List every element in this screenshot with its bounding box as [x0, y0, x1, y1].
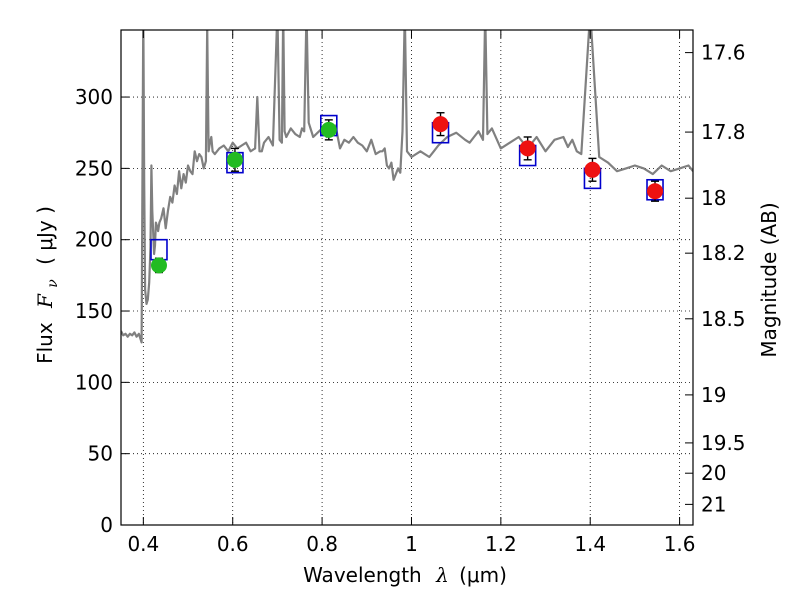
- y-axis-label-prefix: Flux: [33, 322, 57, 364]
- y-tick-label: 250: [75, 156, 113, 180]
- data-point: [226, 151, 243, 168]
- ticks-layer: 0.4 0.6 0.8 1 1.2 1.4 1.6 0 50 100 150 200 250 300 17.…: [75, 30, 746, 556]
- points-layer: [150, 112, 664, 274]
- y-tick-label: 200: [75, 228, 113, 252]
- y2-tick-label: 21: [701, 492, 726, 516]
- plot-frame: [120, 29, 694, 526]
- y2-tick-label: 18.5: [701, 307, 746, 331]
- y2-axis-label: Magnitude (AB): [757, 202, 781, 357]
- x-axis-label-unit: (μm): [459, 563, 507, 587]
- x-axis-label-symbol: λ: [435, 563, 449, 587]
- y2-tick-label: 17.8: [701, 120, 746, 144]
- x-tick-label: 1.2: [485, 532, 517, 556]
- y2-tick-label: 19.5: [701, 431, 746, 455]
- y-tick-label: 50: [88, 442, 113, 466]
- y2-tick-label: 17.6: [701, 41, 746, 65]
- data-point: [519, 140, 536, 157]
- y-axis-label: Flux F ν ( μJy ): [33, 206, 62, 364]
- data-point: [150, 257, 167, 274]
- y2-tick-label: 18: [701, 186, 726, 210]
- y-tick-label: 0: [100, 513, 113, 537]
- spectrum-layer: [121, 30, 693, 344]
- y-axis-label-subscript: ν: [45, 279, 61, 288]
- y2-tick-label: 19: [701, 383, 726, 407]
- data-point: [320, 121, 337, 138]
- y-axis-label-symbol: F: [33, 293, 57, 309]
- y-axis-label-unit: ( μJy ): [33, 206, 57, 265]
- x-tick-label: 0.4: [127, 532, 159, 556]
- x-axis-label: Wavelength λ (μm): [303, 563, 507, 587]
- data-point: [432, 116, 449, 133]
- spectrum-line: [121, 30, 693, 344]
- x-tick-label: 0.6: [217, 532, 249, 556]
- y-tick-label: 300: [75, 85, 113, 109]
- y-tick-label: 150: [75, 299, 113, 323]
- y2-tick-label: 20: [701, 461, 726, 485]
- x-tick-label: 0.8: [306, 532, 338, 556]
- data-point: [584, 161, 601, 178]
- x-tick-label: 1: [405, 532, 418, 556]
- y-tick-label: 100: [75, 370, 113, 394]
- y2-tick-label: 18.2: [701, 241, 746, 265]
- x-tick-label: 1.4: [574, 532, 606, 556]
- x-axis-label-prefix: Wavelength: [303, 563, 422, 587]
- x-tick-label: 1.6: [664, 532, 696, 556]
- data-point: [647, 183, 664, 200]
